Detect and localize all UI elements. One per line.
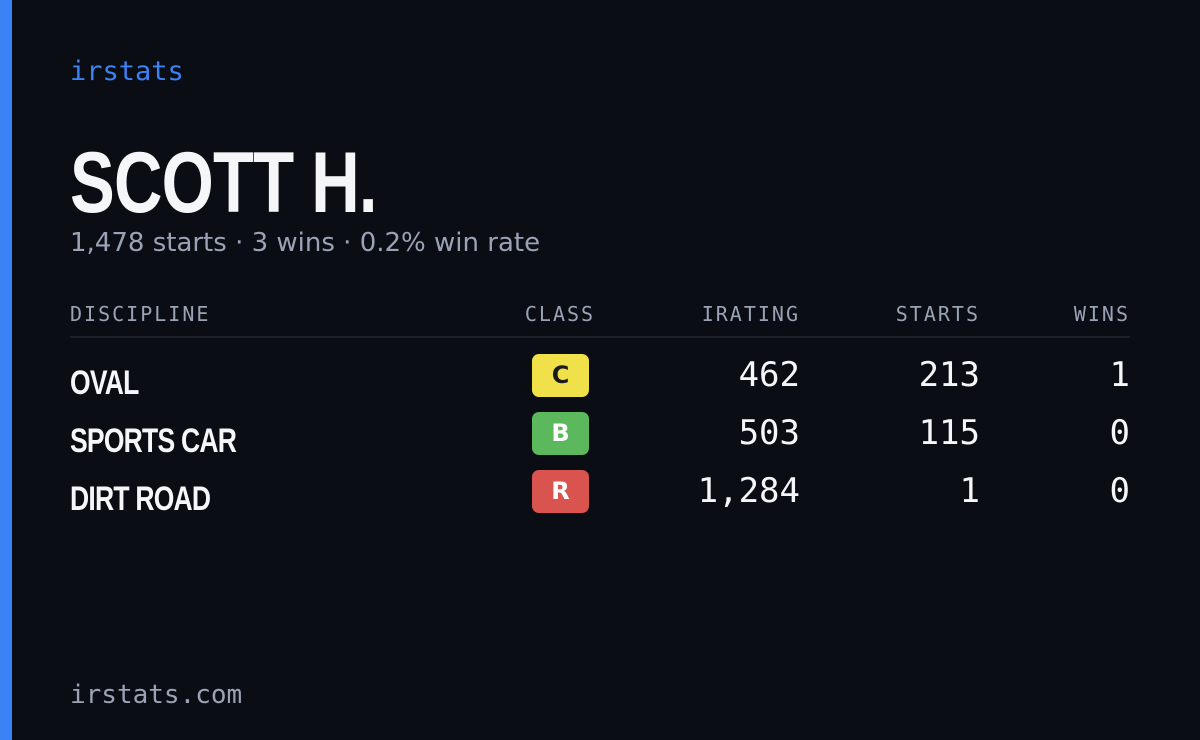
wins-value: 0 [1109,471,1130,511]
header-divider [70,336,1130,338]
starts-value: 213 [918,355,980,395]
column-header: IRATING [701,302,800,326]
footer-url: irstats.com [70,680,243,710]
discipline: SPORTS CAR [70,422,237,460]
wins-value: 1 [1109,355,1130,395]
discipline: DIRT ROAD [70,480,211,518]
irating-value: 462 [738,355,800,395]
irating-value: 1,284 [697,471,800,511]
column-header: DISCIPLINE [70,302,211,326]
wins-value: 0 [1109,413,1130,453]
column-header: CLASS [524,302,596,326]
driver-name: SCOTT H. [70,135,378,231]
class-badge: B [532,412,589,455]
column-header: WINS [1073,302,1130,326]
irating-value: 503 [738,413,800,453]
discipline: OVAL [70,364,139,402]
accent-stripe [0,0,12,740]
column-header: STARTS [895,302,980,326]
class-badge: C [532,354,589,397]
class-badge: R [532,470,589,513]
starts-value: 115 [918,413,980,453]
starts-value: 1 [959,471,980,511]
brand: irstats [70,56,184,87]
driver-summary: 1,478 starts · 3 wins · 0.2% win rate [70,228,541,258]
